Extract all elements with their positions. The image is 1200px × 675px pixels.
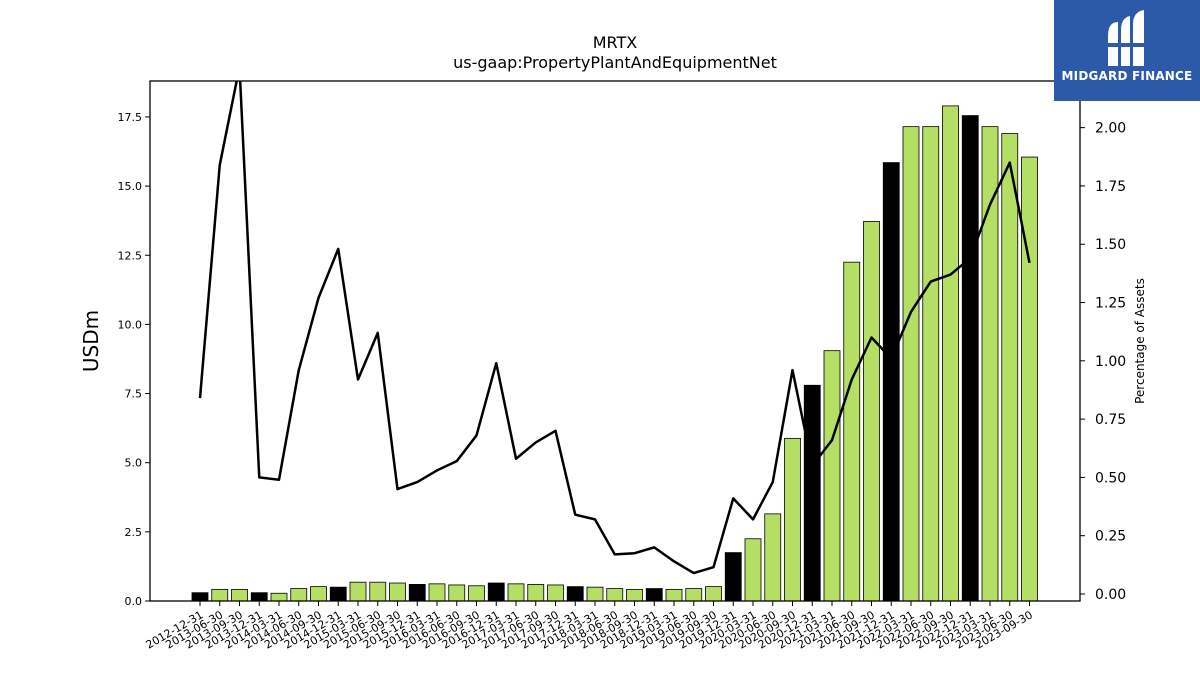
bar bbox=[882, 162, 900, 602]
bar bbox=[626, 588, 643, 602]
y-tick-label: 5.0 bbox=[125, 457, 143, 470]
left-axis-ticks: 0.0 2.5 5.0 7.5 10.0 12.5 15.0 17.5 bbox=[118, 111, 150, 608]
bar bbox=[843, 261, 861, 602]
bar bbox=[389, 582, 406, 602]
y2-tick-label: 1.25 bbox=[1095, 296, 1126, 312]
bar bbox=[764, 513, 782, 602]
bar bbox=[250, 592, 268, 602]
bar bbox=[329, 586, 347, 602]
bar bbox=[547, 584, 564, 602]
y2-tick-label: 0.00 bbox=[1095, 587, 1126, 603]
bar bbox=[290, 588, 308, 602]
y-tick-label: 10.0 bbox=[118, 318, 143, 331]
y2-tick-label: 2.00 bbox=[1095, 121, 1126, 137]
y-tick-label: 7.5 bbox=[125, 388, 143, 401]
bar bbox=[507, 583, 525, 602]
bar bbox=[724, 552, 742, 602]
bar bbox=[665, 588, 683, 602]
bar bbox=[863, 221, 880, 602]
bar bbox=[942, 105, 959, 602]
y2-tick-label: 1.75 bbox=[1095, 179, 1126, 195]
bar bbox=[961, 115, 979, 602]
y2-tick-label: 0.75 bbox=[1095, 412, 1126, 428]
bar bbox=[606, 588, 624, 602]
bar bbox=[349, 581, 367, 602]
brand-logo: MIDGARD FINANCE bbox=[1054, 0, 1200, 101]
percentage-line bbox=[198, 81, 1031, 575]
line-series bbox=[198, 81, 1031, 575]
bar bbox=[408, 584, 426, 602]
y-tick-label: 2.5 bbox=[125, 526, 143, 539]
midgard-logo-icon bbox=[1104, 10, 1150, 66]
y2-tick-label: 0.25 bbox=[1095, 529, 1126, 545]
bar bbox=[902, 126, 920, 602]
bar bbox=[191, 592, 209, 602]
bar bbox=[922, 126, 940, 602]
chart-title: MRTX bbox=[593, 33, 638, 52]
bar bbox=[566, 586, 584, 602]
y2-tick-label: 1.50 bbox=[1095, 237, 1126, 253]
y2-axis-label: Percentage of Assets bbox=[1133, 278, 1147, 404]
bar bbox=[981, 126, 999, 602]
bar bbox=[784, 437, 801, 602]
bar bbox=[685, 588, 703, 602]
bar bbox=[586, 586, 604, 602]
bars bbox=[191, 105, 1038, 602]
bar bbox=[211, 588, 229, 602]
bar bbox=[1021, 156, 1038, 602]
y-tick-label: 0.0 bbox=[125, 595, 143, 608]
bar bbox=[231, 588, 248, 602]
brand-name: MIDGARD FINANCE bbox=[1061, 69, 1193, 83]
y2-tick-label: 0.50 bbox=[1095, 470, 1126, 486]
bar bbox=[448, 584, 466, 602]
y-tick-label: 12.5 bbox=[118, 249, 143, 262]
right-axis-ticks: 0.00 0.25 0.50 0.75 1.00 1.25 1.50 1.75 2.00 bbox=[1080, 121, 1126, 603]
bar bbox=[823, 350, 841, 602]
y-tick-label: 17.5 bbox=[118, 111, 143, 124]
bar bbox=[468, 585, 485, 602]
bar bbox=[487, 582, 505, 602]
bar bbox=[527, 584, 545, 602]
y-tick-label: 15.0 bbox=[118, 180, 143, 193]
x-axis-ticks: 2012-12-312013-06-302013-09-302013-12-31… bbox=[144, 601, 1035, 652]
bar bbox=[1001, 133, 1019, 602]
bar bbox=[645, 588, 663, 602]
bar bbox=[803, 384, 821, 602]
plot-frame bbox=[149, 80, 1081, 602]
bar bbox=[744, 538, 762, 602]
y2-tick-label: 1.00 bbox=[1095, 354, 1126, 370]
bar bbox=[270, 592, 288, 602]
bar bbox=[428, 583, 446, 602]
bar bbox=[705, 586, 722, 602]
bar bbox=[310, 586, 327, 602]
y-axis-label: USDm bbox=[79, 310, 103, 372]
bar bbox=[369, 581, 387, 602]
chart-subtitle: us-gaap:PropertyPlantAndEquipmentNet bbox=[453, 53, 777, 72]
